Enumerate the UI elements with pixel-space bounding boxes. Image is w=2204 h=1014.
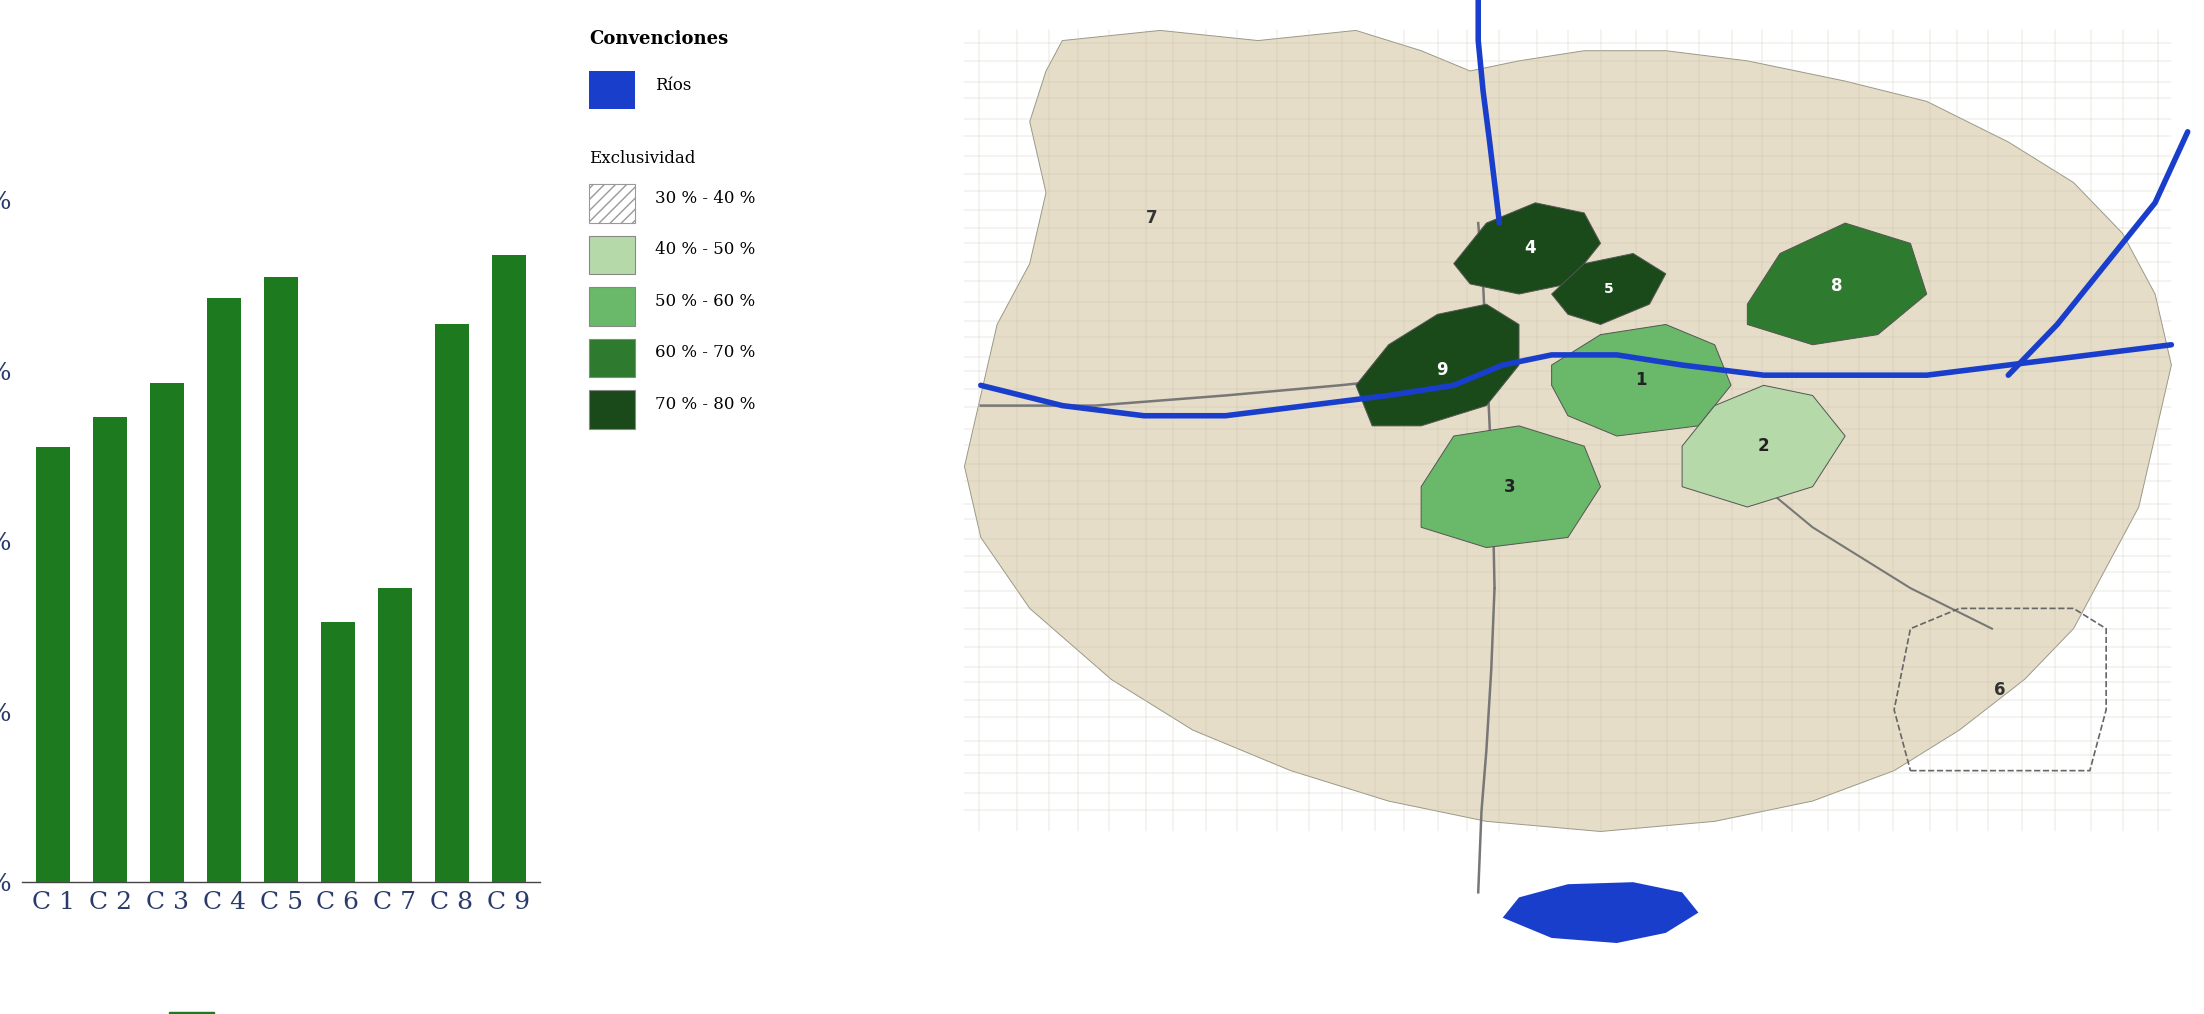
Polygon shape — [1682, 385, 1845, 507]
Text: 4: 4 — [1525, 239, 1536, 258]
Polygon shape — [1503, 882, 1699, 943]
Bar — [93, 418, 128, 882]
Polygon shape — [1422, 426, 1600, 548]
Text: Convenciones: Convenciones — [588, 30, 730, 49]
Bar — [588, 235, 635, 274]
Bar — [588, 339, 635, 377]
Text: 30 % - 40 %: 30 % - 40 % — [655, 190, 756, 207]
Text: 8: 8 — [1832, 277, 1843, 295]
Bar — [264, 277, 298, 882]
Polygon shape — [1552, 324, 1730, 436]
Text: 40 % - 50 %: 40 % - 50 % — [655, 241, 754, 259]
Legend: Exclusividad: Exclusividad — [159, 1001, 425, 1014]
Bar — [588, 390, 635, 429]
Bar — [35, 447, 71, 882]
Text: 70 % - 80 %: 70 % - 80 % — [655, 395, 756, 413]
Polygon shape — [965, 30, 2171, 831]
Text: Exclusividad: Exclusividad — [588, 150, 696, 167]
Polygon shape — [1552, 254, 1666, 324]
Polygon shape — [1455, 203, 1600, 294]
Text: 6: 6 — [1995, 680, 2006, 699]
Bar — [207, 298, 240, 882]
Bar — [588, 71, 635, 110]
Text: 2: 2 — [1759, 437, 1770, 455]
Bar — [322, 623, 355, 882]
Bar — [434, 323, 469, 882]
Text: 1: 1 — [1635, 371, 1646, 389]
Text: Ríos: Ríos — [655, 77, 692, 93]
Text: 7: 7 — [1146, 209, 1157, 227]
Text: 3: 3 — [1503, 478, 1514, 496]
Polygon shape — [1355, 304, 1519, 426]
Bar — [491, 256, 527, 882]
Text: 5: 5 — [1605, 282, 1613, 296]
Polygon shape — [1748, 223, 1926, 345]
Text: 50 % - 60 %: 50 % - 60 % — [655, 293, 754, 310]
Bar — [588, 184, 635, 222]
Text: 60 % - 70 %: 60 % - 70 % — [655, 345, 754, 361]
Bar — [588, 287, 635, 325]
Text: 9: 9 — [1437, 361, 1448, 379]
Bar — [377, 588, 412, 882]
Bar — [150, 383, 185, 882]
